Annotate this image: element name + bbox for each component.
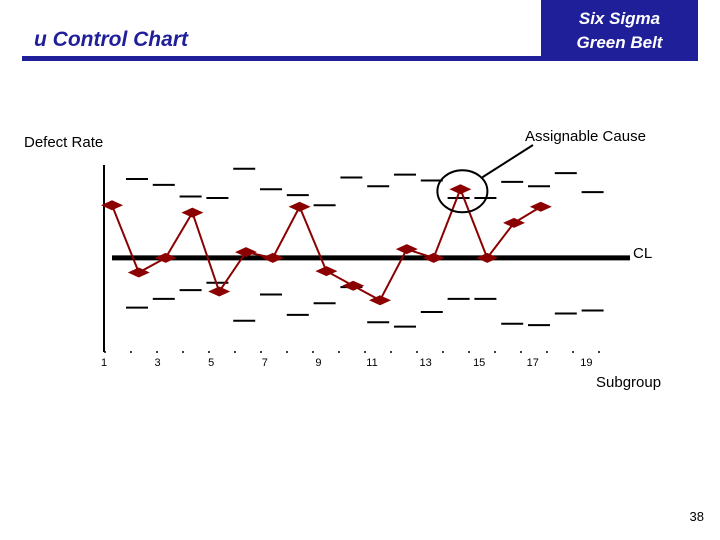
data-point xyxy=(288,201,311,212)
data-point xyxy=(503,217,525,228)
data-point xyxy=(181,207,204,218)
x-tick-label: 17 xyxy=(527,357,539,369)
data-point xyxy=(235,247,257,258)
assignable-cause-circle xyxy=(436,169,489,214)
data-point xyxy=(529,201,552,212)
page-title: u Control Chart xyxy=(34,28,188,51)
data-point xyxy=(369,295,391,306)
data-point xyxy=(449,184,472,195)
x-tick-label: 1 xyxy=(101,357,107,369)
data-point xyxy=(101,200,123,211)
assignable-cause-pointer xyxy=(481,144,534,179)
x-tick-label: 19 xyxy=(580,357,592,369)
data-point xyxy=(422,252,445,263)
x-tick-label: 7 xyxy=(262,357,268,369)
x-axis-label: Subgroup xyxy=(596,374,661,391)
data-point xyxy=(127,267,150,278)
x-tick-label: 5 xyxy=(208,357,214,369)
y-axis-label: Defect Rate xyxy=(24,134,103,151)
data-point xyxy=(342,280,365,291)
badge-line1: Six Sigma xyxy=(578,8,661,28)
data-point xyxy=(315,266,338,277)
x-tick-label: 15 xyxy=(473,357,485,369)
center-line-label: CL xyxy=(633,245,652,262)
page-number: 38 xyxy=(689,509,704,524)
x-tick-label: 9 xyxy=(315,357,321,369)
data-point xyxy=(395,244,418,255)
x-tick-label: 11 xyxy=(366,357,377,369)
badge-line2: Green Belt xyxy=(576,32,663,52)
x-tick-label: 13 xyxy=(419,357,431,369)
annotation-label: Assignable Cause xyxy=(525,128,646,145)
data-point xyxy=(208,286,231,297)
data-point xyxy=(476,252,499,263)
data-point xyxy=(261,252,284,263)
course-badge: Six Sigma Green Belt xyxy=(541,0,698,61)
data-point xyxy=(154,252,177,263)
header-divider xyxy=(22,56,698,61)
x-tick-label: 3 xyxy=(155,357,161,369)
